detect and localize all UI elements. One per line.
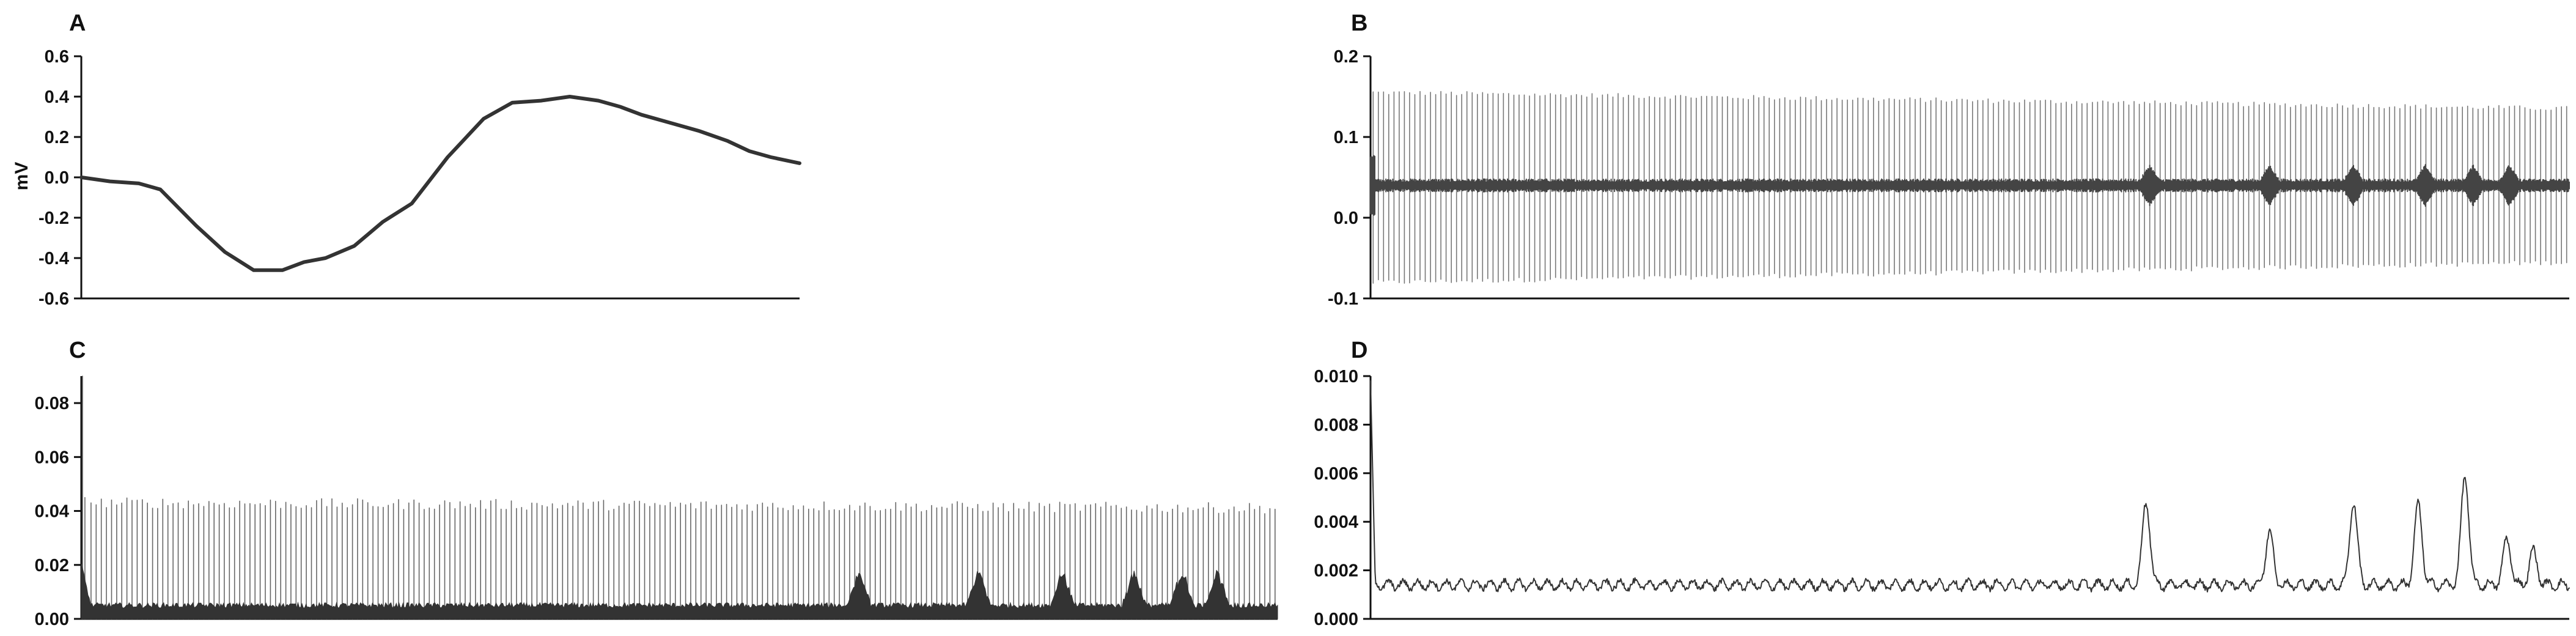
y-tick-label: 0.2 <box>1334 47 1358 67</box>
panel-a: A mV 0.6 0.4 0.2 0.0 -0.2 -0.4 -0.6 <box>12 10 801 309</box>
series-line-a <box>79 95 801 272</box>
y-axis-label-a: mV <box>12 162 32 191</box>
y-tick-label: 0.002 <box>1314 561 1358 581</box>
panel-letter-a: A <box>69 10 86 36</box>
panel-b: B 0.2 0.1 0.0 -0.1 <box>1328 10 2570 309</box>
panel-letter-d: D <box>1351 338 1367 363</box>
y-ticks-b: 0.2 0.1 0.0 -0.1 <box>1328 47 1371 309</box>
y-tick-label: 0.02 <box>35 556 69 575</box>
series-floor-c <box>81 564 1278 619</box>
series-spikes-c <box>82 375 1276 619</box>
y-tick-label: 0.06 <box>35 448 69 467</box>
y-tick-label: -0.6 <box>39 289 69 309</box>
y-tick-label: -0.4 <box>39 249 69 268</box>
y-tick-label: 0.004 <box>1314 512 1358 532</box>
y-ticks-c: 0.08 0.06 0.04 0.02 0.00 <box>35 394 81 629</box>
series-line-d <box>1370 380 2570 593</box>
y-tick-label: 0.006 <box>1314 464 1358 484</box>
y-tick-label: 0.4 <box>45 87 69 107</box>
panel-d: D 0.010 0.008 0.006 0.004 0.002 0.000 <box>1314 338 2570 629</box>
y-tick-label: 0.000 <box>1314 610 1358 629</box>
y-ticks-a: 0.6 0.4 0.2 0.0 -0.2 -0.4 -0.6 <box>39 47 81 309</box>
y-tick-label: 0.1 <box>1334 128 1358 147</box>
y-tick-label: 0.00 <box>35 610 69 629</box>
y-tick-label: 0.010 <box>1314 367 1358 386</box>
y-tick-label: 0.0 <box>45 168 69 188</box>
y-tick-label: -0.1 <box>1328 289 1358 309</box>
panel-letter-c: C <box>69 338 86 363</box>
series-baseline-b <box>1370 155 2570 216</box>
panel-c: C 0.08 0.06 0.04 0.02 0.00 <box>35 338 1278 629</box>
y-tick-label: 0.0 <box>1334 209 1358 228</box>
y-tick-label: 0.6 <box>45 47 69 67</box>
y-tick-label: 0.008 <box>1314 415 1358 435</box>
y-tick-label: 0.04 <box>35 502 69 522</box>
panel-letter-b: B <box>1351 10 1367 36</box>
y-tick-label: -0.2 <box>39 209 69 228</box>
y-tick-label: 0.08 <box>35 394 69 413</box>
y-tick-label: 0.2 <box>45 128 69 147</box>
y-ticks-d: 0.010 0.008 0.006 0.004 0.002 0.000 <box>1314 367 1371 629</box>
